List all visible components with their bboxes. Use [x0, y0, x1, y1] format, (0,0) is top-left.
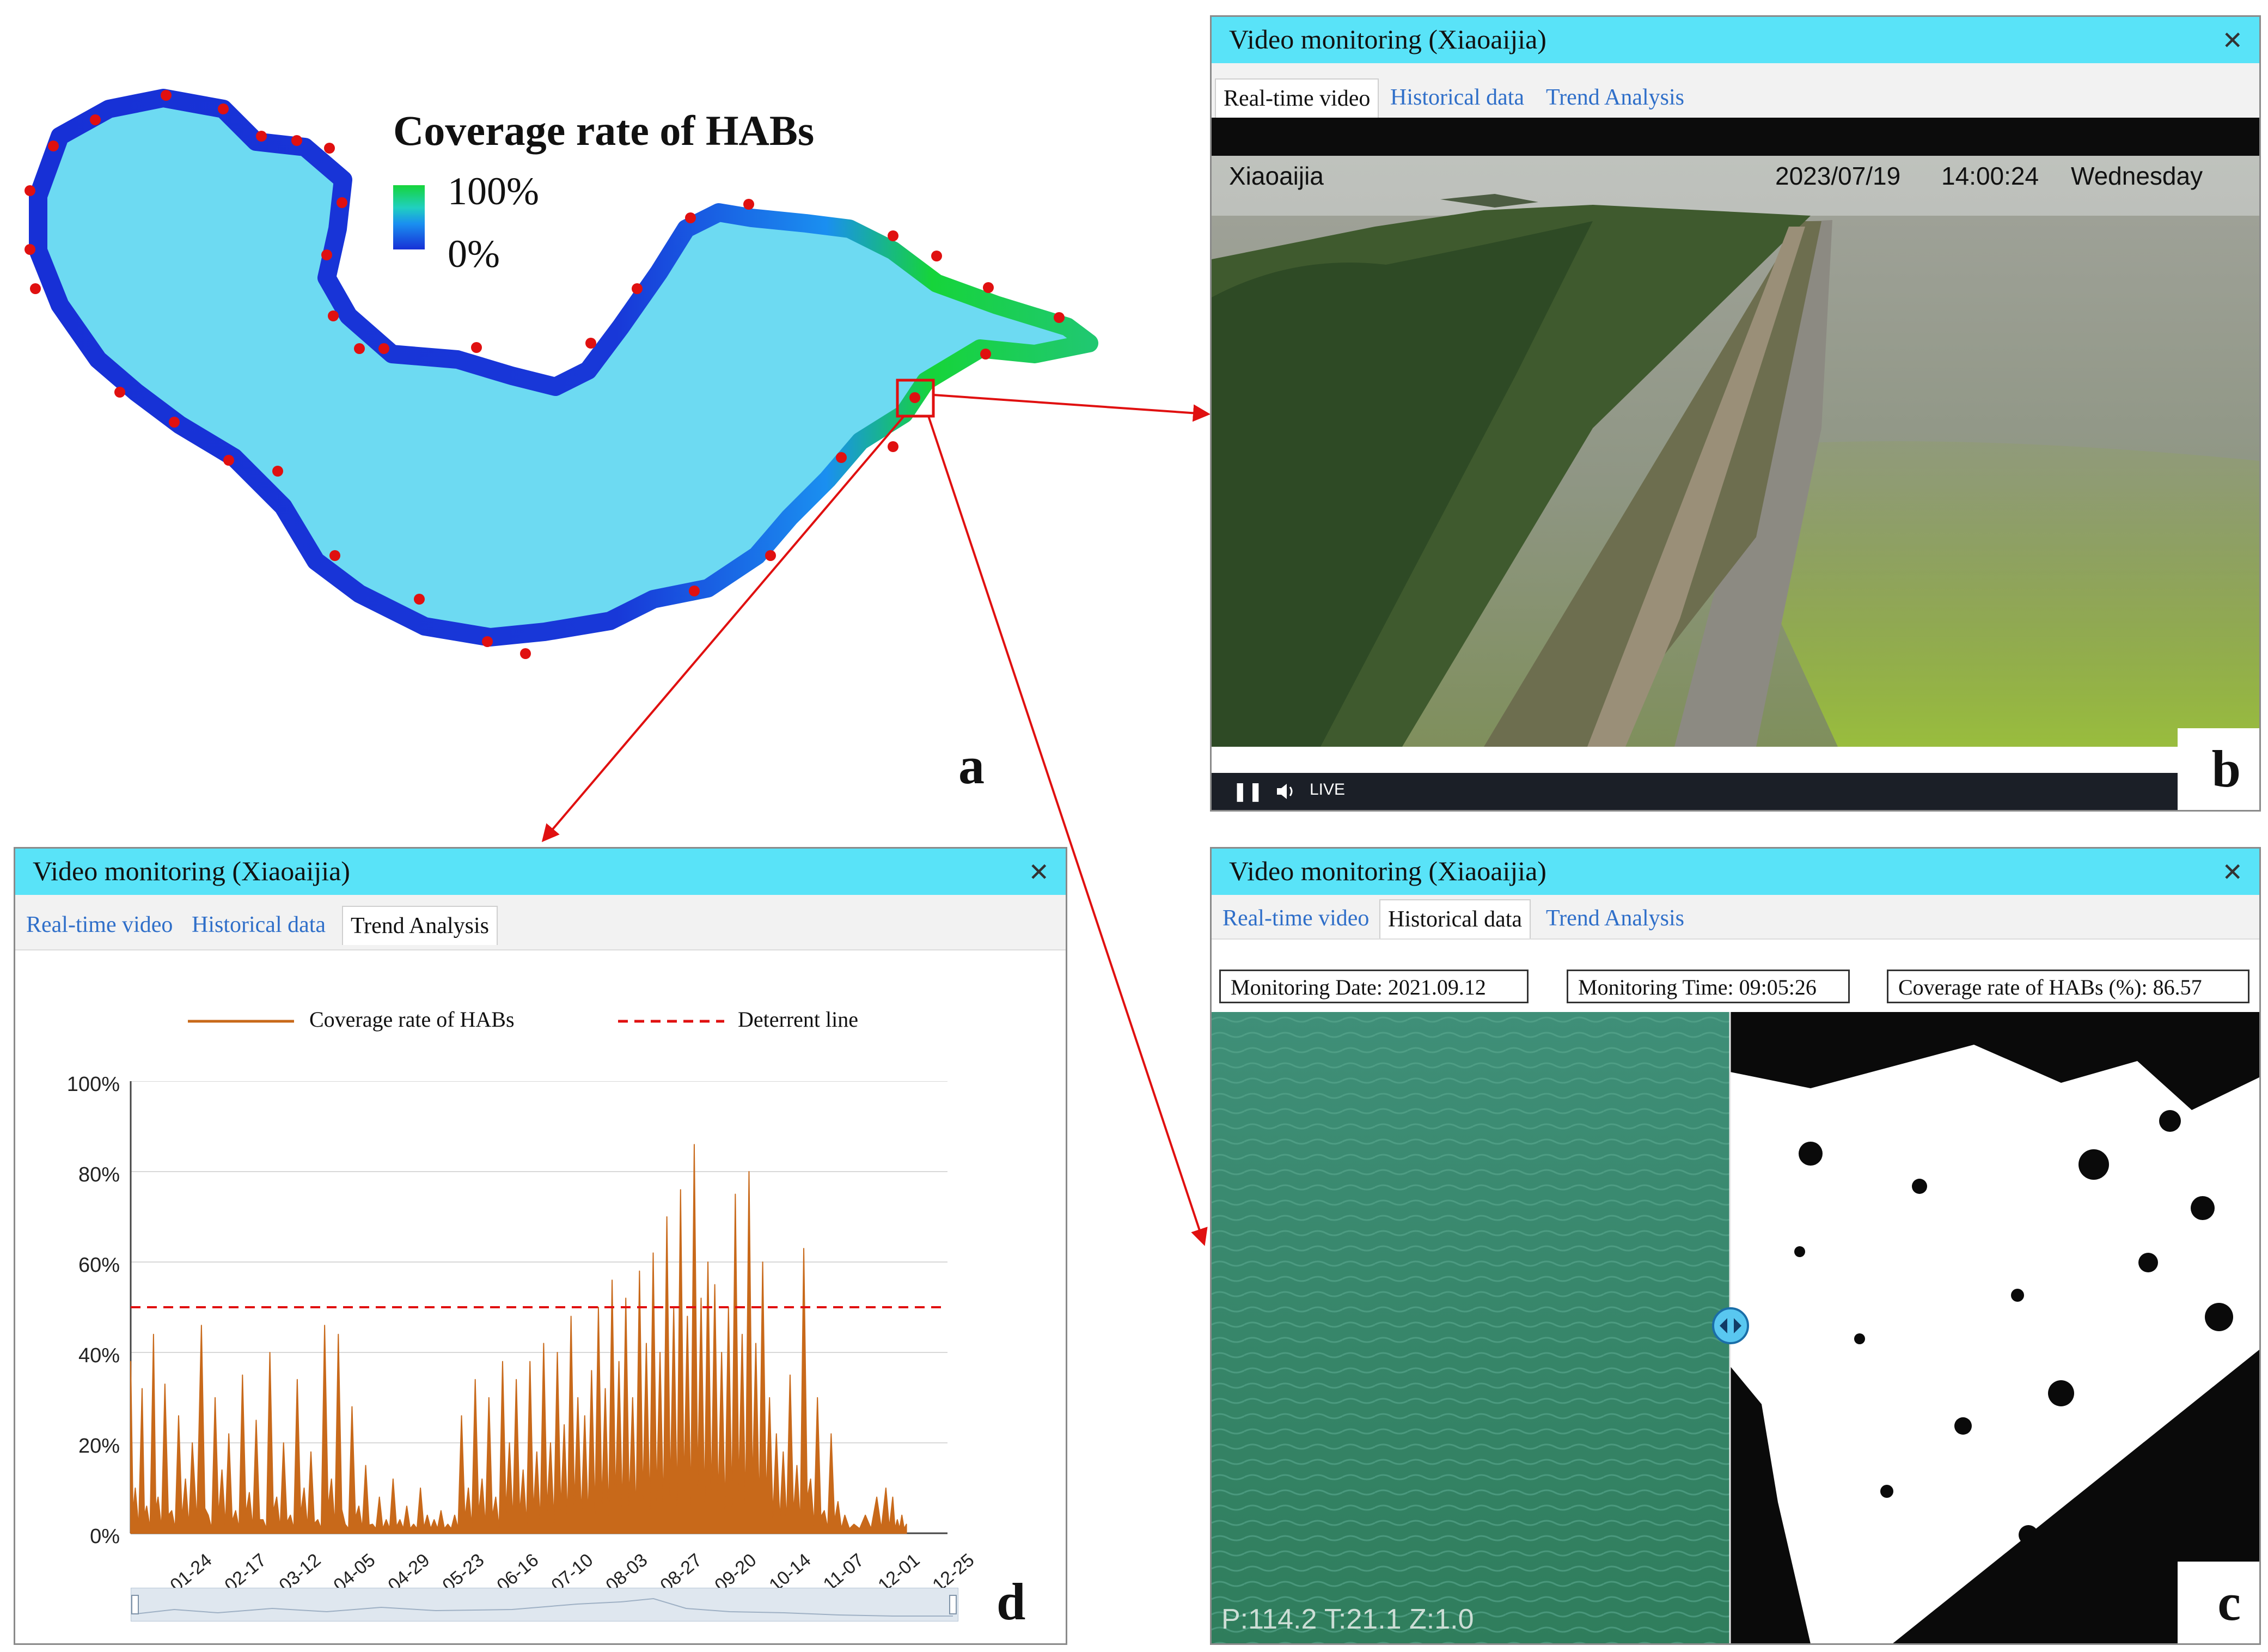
y-tick-label: 0%	[90, 1525, 120, 1548]
panel-letter-b: b	[2211, 740, 2241, 798]
osd-location: Xiaoaijia	[1229, 162, 1324, 190]
tab-historical-data[interactable]: Historical data	[1379, 899, 1531, 938]
coverage-rate-field: Coverage rate of HABs (%): 86.57	[1887, 970, 2249, 1003]
volume-icon[interactable]	[1276, 782, 1298, 801]
lake-shape	[29, 89, 1098, 647]
trend-chart[interactable]	[125, 1081, 953, 1544]
pause-icon[interactable]: ❚❚	[1232, 781, 1263, 802]
compare-slider-icon[interactable]	[1711, 1306, 1750, 1345]
y-tick-label: 60%	[78, 1254, 120, 1277]
ptz-overlay: P:114.2 T:21.1 Z:1.0	[1221, 1604, 1474, 1635]
osd-day: Wednesday	[2071, 162, 2203, 190]
video-window-historical: Video monitoring (Xiaoaijia) ✕ Real-time…	[1210, 847, 2261, 1645]
y-tick-label: 40%	[78, 1344, 120, 1367]
tab-real-time-video[interactable]: Real-time video	[1215, 78, 1379, 118]
video-window-realtime: Video monitoring (Xiaoaijia) ✕ Real-time…	[1210, 15, 2261, 812]
tab-real-time-video[interactable]: Real-time video	[1222, 906, 1370, 931]
series-coverage-line	[130, 1144, 907, 1534]
binary-segmentation-image	[1730, 1012, 2259, 1643]
panel-letter-d: d	[997, 1572, 1026, 1631]
zoom-handle-left	[131, 1595, 139, 1614]
y-tick-label: 20%	[78, 1435, 120, 1458]
video-feed[interactable]	[1212, 156, 2259, 747]
close-icon[interactable]: ✕	[2222, 26, 2243, 55]
window-title: Video monitoring (Xiaoaijia)	[33, 856, 350, 886]
tab-trend-analysis[interactable]: Trend Analysis	[1546, 906, 1684, 931]
monitoring-sites	[25, 90, 1065, 659]
lake-map	[25, 89, 1098, 659]
live-label: LIVE	[1310, 781, 1346, 798]
tab-bar: Real-time video Historical data Trend An…	[1212, 895, 2259, 940]
window-title: Video monitoring (Xiaoaijia)	[1229, 856, 1546, 886]
video-letterbox	[1212, 118, 2259, 157]
window-title-bar: Video monitoring (Xiaoaijia) ✕	[1212, 17, 2259, 63]
video-controls: ❚❚ LIVE	[1212, 773, 2259, 810]
comparison-view[interactable]	[1212, 1012, 2259, 1644]
close-icon[interactable]: ✕	[1028, 857, 1049, 887]
y-tick-label: 80%	[78, 1163, 120, 1186]
zoom-handle-right	[949, 1595, 957, 1614]
legend-title: Coverage rate of HABs	[393, 107, 815, 154]
letter-box-b	[2178, 728, 2259, 810]
tab-historical-data[interactable]: Historical data	[1390, 85, 1525, 110]
legend-label-deterrent: Deterrent line	[738, 1007, 858, 1032]
close-icon[interactable]: ✕	[2222, 857, 2243, 887]
y-tick-label: 100%	[66, 1073, 120, 1096]
panel-letter-a: a	[958, 736, 985, 795]
video-frame	[1212, 156, 2259, 747]
window-title: Video monitoring (Xiaoaijia)	[1229, 24, 1546, 54]
tab-real-time-video[interactable]: Real-time video	[26, 912, 173, 937]
arrow-to-c	[927, 416, 1208, 1246]
osd-time: 14:00:24	[1941, 162, 2039, 190]
legend-color-bar	[393, 185, 425, 249]
arrow-to-b	[933, 394, 1211, 422]
monitoring-time-field: Monitoring Time: 09:05:26	[1567, 970, 1850, 1003]
panel-letter-c: c	[2217, 1573, 2241, 1631]
data-zoom-slider[interactable]	[131, 1588, 958, 1621]
legend-swatch-deterrent	[618, 1020, 724, 1023]
selected-site-marker	[896, 379, 935, 418]
window-title-bar: Video monitoring (Xiaoaijia) ✕	[1212, 849, 2259, 895]
tab-trend-analysis[interactable]: Trend Analysis	[1546, 85, 1684, 110]
legend-min-label: 0%	[448, 232, 500, 276]
window-title-bar: Video monitoring (Xiaoaijia) ✕	[15, 849, 1066, 895]
tab-bar: Real-time video Historical data Trend An…	[15, 895, 1066, 950]
monitoring-date-field: Monitoring Date: 2021.09.12	[1219, 970, 1529, 1003]
letter-box-c	[2178, 1562, 2259, 1643]
osd-date: 2023/07/19	[1775, 162, 1901, 190]
legend-swatch-coverage	[188, 1020, 294, 1023]
legend-max-label: 100%	[448, 169, 539, 213]
legend-label-coverage: Coverage rate of HABs	[309, 1007, 515, 1032]
tab-historical-data[interactable]: Historical data	[192, 912, 326, 937]
tab-trend-analysis[interactable]: Trend Analysis	[342, 906, 498, 945]
arrow-to-d	[541, 415, 905, 843]
